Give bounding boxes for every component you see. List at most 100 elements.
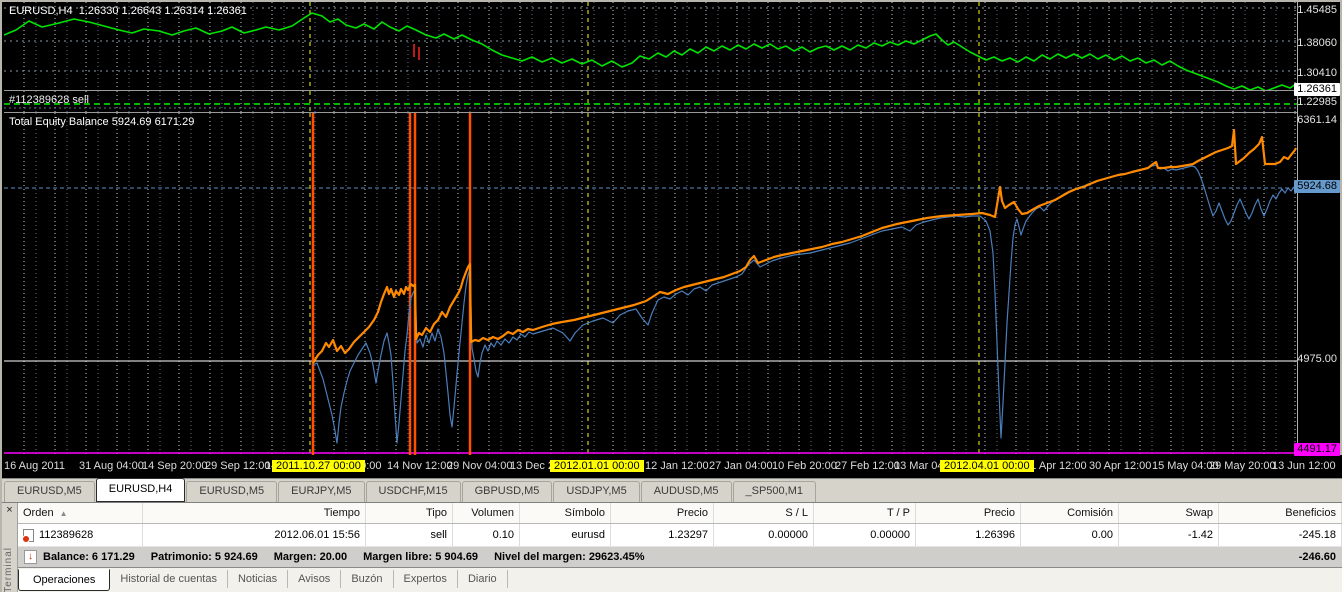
time-axis-label: 14 Nov 12:00: [387, 460, 452, 472]
price-scale-axis[interactable]: 1.454851.380601.304101.263611.229856361.…: [1297, 2, 1341, 455]
open-order-label: #112389628 sell: [9, 94, 89, 106]
y-axis-label: 4975.00: [1297, 353, 1337, 366]
column-header-t-p[interactable]: T / P: [814, 503, 916, 523]
time-axis-label: 10 Feb 20:00: [772, 460, 837, 472]
ohlc-values: 1.26330 1.26643 1.26314 1.26361: [79, 5, 247, 17]
terminal-tab-noticias[interactable]: Noticias: [228, 570, 288, 588]
column-header-orden[interactable]: Orden▲: [18, 503, 143, 523]
order-cell-s-mbolo: eurusd: [520, 524, 611, 546]
time-axis-label: 30 Apr 12:00: [1089, 460, 1151, 472]
order-cell-beneficios: -245.18: [1219, 524, 1342, 546]
order-document-icon: [23, 529, 34, 542]
chart-tab-bar: EURUSD,M5EURUSD,H4EURUSD,M5EURJPY,M5USDC…: [2, 478, 1342, 502]
summary-segment: Margen libre: 5 904.69: [363, 551, 478, 563]
summary-segment: Margen: 20.00: [274, 551, 347, 563]
order-cell-comisi-n: 0.00: [1021, 524, 1119, 546]
column-header-tipo[interactable]: Tipo: [366, 503, 453, 523]
symbol-period-label: EURUSD,H4: [9, 5, 73, 17]
equity-current-value: 5924.69: [112, 116, 152, 128]
terminal-panel: × Terminal Orden▲TiempoTipoVolumenSímbol…: [2, 502, 1342, 592]
chart-tab-gbpusd-m5[interactable]: GBPUSD,M5: [462, 481, 553, 502]
price-chart-title: EURUSD,H4 1.26330 1.26643 1.26314 1.2636…: [9, 5, 247, 17]
y-axis-label: 6361.14: [1297, 114, 1337, 127]
column-header-s-mbolo[interactable]: Símbolo: [520, 503, 611, 523]
order-cell-tiempo: 2012.06.01 15:56: [143, 524, 366, 546]
time-axis-label: 29 Sep 12:00: [205, 460, 270, 472]
y-axis-label: 1.38060: [1297, 37, 1337, 50]
equity-chart-pane[interactable]: Total Equity Balance 5924.69 6171.29: [4, 112, 1297, 455]
chart-tab-eurusd-m5[interactable]: EURUSD,M5: [186, 481, 277, 502]
order-cell-s-l: 0.00000: [714, 524, 814, 546]
account-summary-row: ↓ Balance: 6 171.29 Patrimonio: 5 924.69 M…: [18, 547, 1342, 568]
balance-line-series: [313, 130, 1296, 363]
equity-chart-title: Total Equity Balance 5924.69 6171.29: [9, 116, 194, 128]
chart-tab-eurjpy-m5[interactable]: EURJPY,M5: [278, 481, 364, 502]
orders-table-header: Orden▲TiempoTipoVolumenSímboloPrecioS / …: [18, 503, 1342, 524]
time-axis-label: 29 Nov 04:00: [447, 460, 512, 472]
trade-band-canvas: [4, 91, 1297, 112]
balance-current-value: 6171.29: [155, 116, 195, 128]
summary-segment: Patrimonio: 5 924.69: [151, 551, 258, 563]
balance-arrow-icon: ↓: [24, 550, 37, 564]
order-cell-tipo: sell: [366, 524, 453, 546]
order-row[interactable]: 112389628 2012.06.01 15:56sell0.10eurusd1…: [18, 524, 1342, 547]
terminal-side-label[interactable]: Terminal: [3, 547, 16, 592]
column-header-comisi-n[interactable]: Comisión: [1021, 503, 1119, 523]
column-header-swap[interactable]: Swap: [1119, 503, 1219, 523]
time-scale-axis[interactable]: 16 Aug 201131 Aug 04:0014 Sep 20:0029 Se…: [2, 455, 1342, 478]
time-axis-highlight-label: 2011.10.27 00:00: [272, 460, 365, 472]
column-header-precio[interactable]: Precio: [611, 503, 714, 523]
time-axis-label: 16 Aug 2011: [4, 460, 65, 472]
order-cell-precio: 1.23297: [611, 524, 714, 546]
y-axis-label: 1.30410: [1297, 67, 1337, 80]
time-axis-label: 27 Feb 12:00: [835, 460, 900, 472]
chart-tab-usdchf-m15[interactable]: USDCHF,M15: [366, 481, 461, 502]
terminal-side-strip: × Terminal: [2, 503, 18, 592]
chart-tab-eurusd-h4[interactable]: EURUSD,H4: [96, 478, 186, 502]
terminal-tab-expertos[interactable]: Expertos: [394, 570, 458, 588]
time-axis-highlight-label: 2012.04.01 00:00: [940, 460, 1034, 472]
column-header-volumen[interactable]: Volumen: [453, 503, 520, 523]
chart-tab-usdjpy-m5[interactable]: USDJPY,M5: [553, 481, 639, 502]
open-trade-subwindow[interactable]: #112389628 sell: [4, 90, 1297, 112]
y-axis-label: 1.22985: [1297, 96, 1337, 109]
chart-tab-eurusd-m5[interactable]: EURUSD,M5: [4, 481, 95, 502]
equity-title-text: Total Equity Balance: [9, 116, 109, 128]
column-header-tiempo[interactable]: Tiempo: [143, 503, 366, 523]
y-axis-current-label: 4491.17: [1294, 443, 1340, 456]
orders-table: Orden▲TiempoTipoVolumenSímboloPrecioS / …: [18, 503, 1342, 547]
equity-line-series: [313, 165, 1296, 443]
terminal-tab-diario[interactable]: Diario: [458, 570, 508, 588]
column-header-beneficios[interactable]: Beneficios: [1219, 503, 1342, 523]
time-axis-label: 31 Aug 04:00: [79, 460, 144, 472]
mt4-window: EURUSD,H4 1.26330 1.26643 1.26314 1.2636…: [0, 0, 1342, 592]
time-axis-label: 13 Dec 2: [510, 460, 554, 472]
account-summary-text: Balance: 6 171.29 Patrimonio: 5 924.69 Mar…: [43, 551, 660, 563]
order-cell-t-p: 0.00000: [814, 524, 916, 546]
summary-segment: Balance: 6 171.29: [43, 551, 135, 563]
y-axis-current-label: 1.26361: [1294, 83, 1340, 96]
time-axis-label: 13 Mar 04: [894, 460, 944, 472]
column-header-s-l[interactable]: S / L: [714, 503, 814, 523]
time-axis-label: 12 Jan 12:00: [645, 460, 709, 472]
column-header-precio[interactable]: Precio: [916, 503, 1021, 523]
close-icon[interactable]: ×: [3, 504, 16, 517]
chart-tab-audusd-m5[interactable]: AUDUSD,M5: [641, 481, 732, 502]
time-axis-label: 13 Jun 12:00: [1272, 460, 1336, 472]
order-cell-orden: 112389628: [18, 524, 143, 546]
terminal-tab-buz-n[interactable]: Buzón: [341, 570, 393, 588]
terminal-tab-historial-de-cuentas[interactable]: Historial de cuentas: [110, 570, 228, 588]
summary-segment: Nivel del margen: 29623.45%: [494, 551, 644, 563]
order-ticket-number: 112389628: [39, 529, 93, 541]
price-chart-pane[interactable]: EURUSD,H4 1.26330 1.26643 1.26314 1.2636…: [4, 2, 1297, 90]
time-axis-label: 29 May 20:00: [1209, 460, 1276, 472]
chart-tab--sp500-m1[interactable]: _SP500,M1: [733, 481, 816, 502]
order-cell-volumen: 0.10: [453, 524, 520, 546]
terminal-tab-operaciones[interactable]: Operaciones: [18, 569, 110, 591]
order-cell-swap: -1.42: [1119, 524, 1219, 546]
time-axis-label: 27 Jan 04:00: [709, 460, 773, 472]
price-line-series: [4, 13, 1296, 90]
y-axis-current-label: 5924.68: [1294, 180, 1340, 193]
floating-profit-value: -246.60: [1299, 551, 1336, 563]
terminal-tab-avisos[interactable]: Avisos: [288, 570, 341, 588]
